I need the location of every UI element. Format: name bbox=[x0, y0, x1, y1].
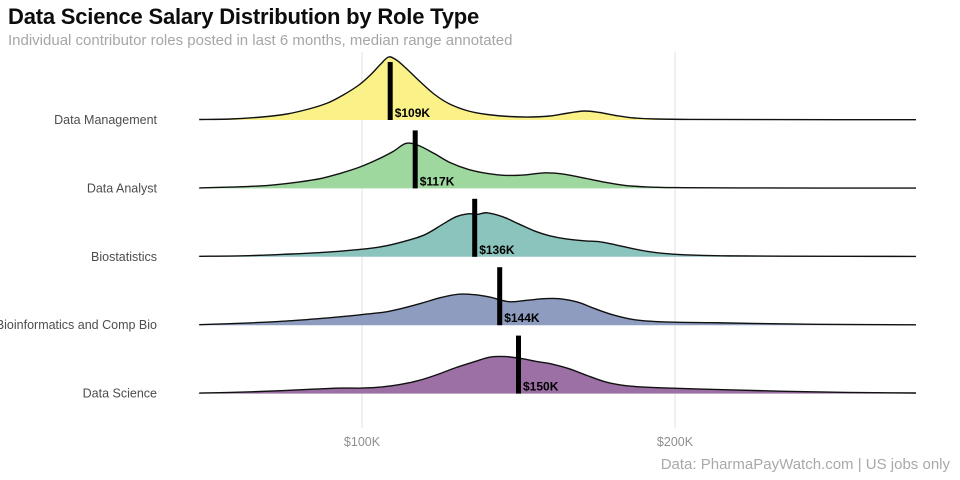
row-label-bioinformatics-and-comp-bio: Bioinformatics and Comp Bio bbox=[0, 318, 157, 332]
data-source-credit: Data: PharmaPayWatch.com | US jobs only bbox=[660, 456, 950, 473]
median-annotation: $150K bbox=[523, 380, 559, 394]
density-curve bbox=[199, 56, 917, 121]
density-curve bbox=[199, 212, 917, 258]
median-annotation: $109K bbox=[395, 106, 431, 120]
density-curve bbox=[199, 293, 917, 326]
ridge-biostatistics: $136K bbox=[198, 198, 917, 258]
density-area bbox=[198, 356, 916, 394]
density-curve bbox=[199, 355, 917, 394]
density-area bbox=[198, 293, 916, 326]
ridges-layer: $109K $117K $136K $144K $150K bbox=[198, 56, 917, 394]
density-area bbox=[198, 56, 916, 120]
median-line bbox=[497, 267, 503, 326]
ridge-data-management: $109K bbox=[198, 56, 917, 121]
row-label-biostatistics: Biostatistics bbox=[91, 250, 157, 264]
density-area bbox=[198, 143, 916, 189]
density-curve bbox=[199, 142, 917, 189]
median-line bbox=[387, 62, 393, 120]
ridge-data-science: $150K bbox=[198, 335, 917, 394]
chart-title: Data Science Salary Distribution by Role… bbox=[8, 4, 480, 29]
ridge-data-analyst: $117K bbox=[198, 130, 917, 189]
median-annotation: $136K bbox=[479, 243, 515, 257]
x-tick-label-100k: $100K bbox=[344, 435, 381, 449]
row-label-data-analyst: Data Analyst bbox=[87, 181, 158, 195]
labels-layer: $100K $200K Data Management Data Analyst Bio… bbox=[0, 113, 694, 449]
median-annotation: $144K bbox=[504, 311, 540, 325]
ridge-bioinformatics-and-comp-bio: $144K bbox=[198, 267, 917, 326]
median-line bbox=[412, 130, 418, 189]
median-line bbox=[516, 335, 521, 394]
x-tick-label-200k: $200K bbox=[657, 435, 694, 449]
chart-subtitle: Individual contributor roles posted in l… bbox=[8, 32, 513, 49]
median-annotation: $117K bbox=[420, 174, 455, 188]
row-label-data-management: Data Management bbox=[54, 113, 157, 127]
density-area bbox=[198, 212, 916, 257]
median-line bbox=[472, 198, 478, 257]
row-label-data-science: Data Science bbox=[83, 387, 157, 401]
